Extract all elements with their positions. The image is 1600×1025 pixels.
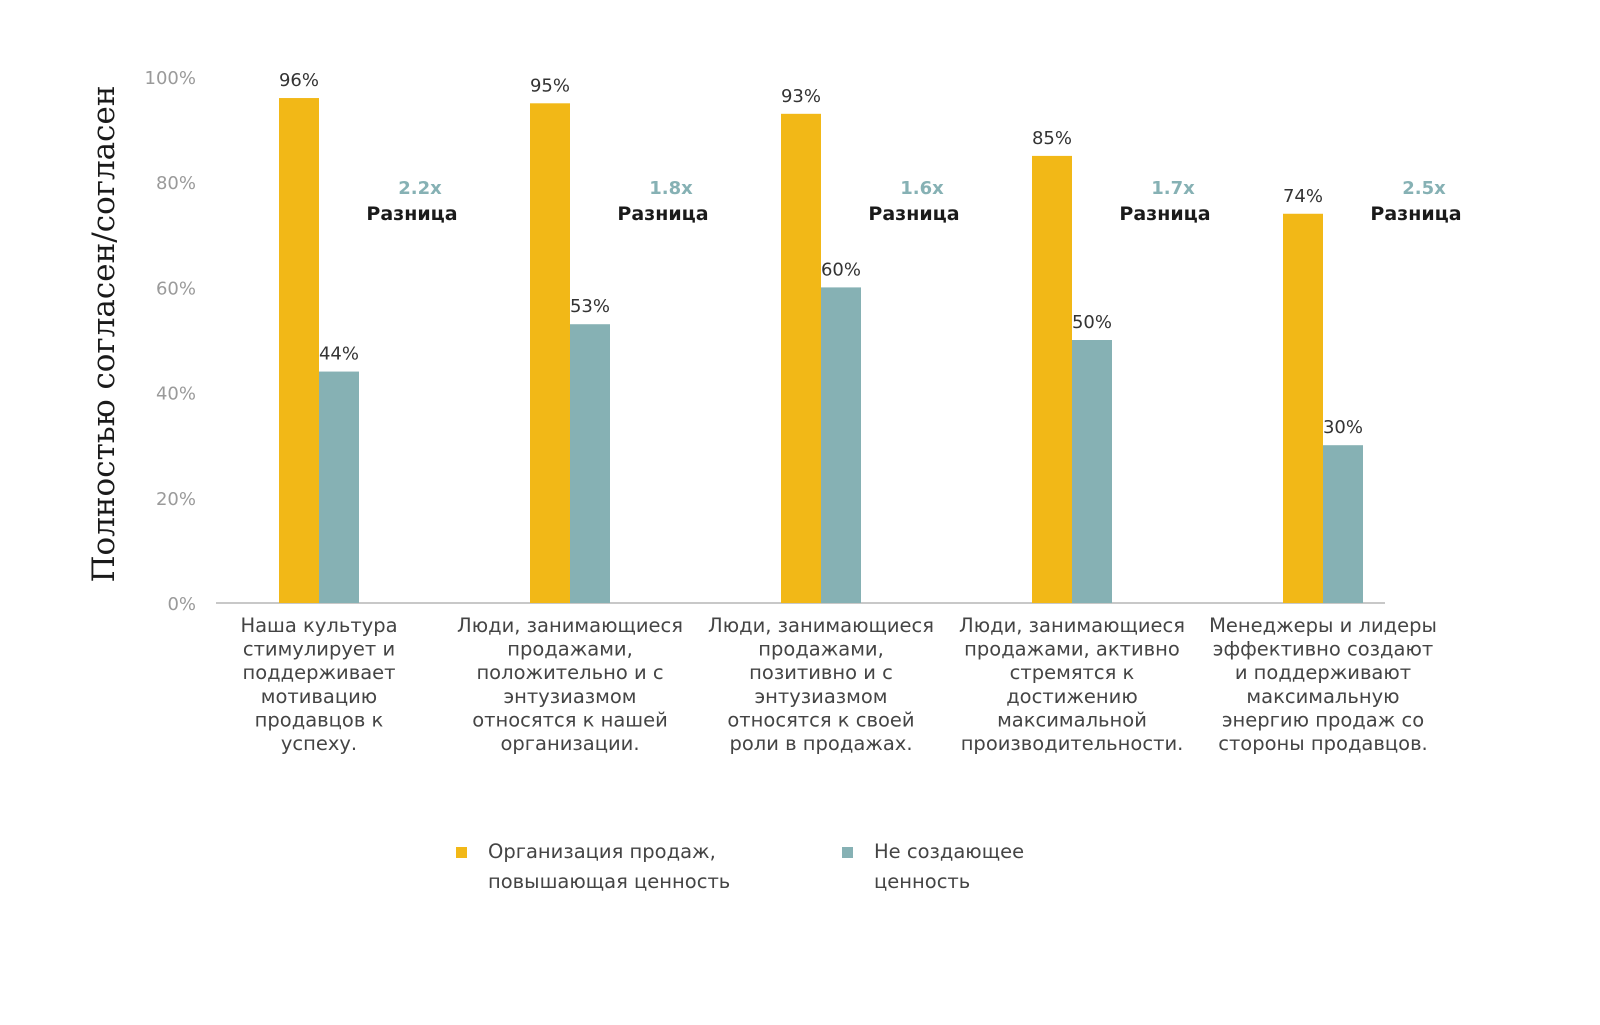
category-label-line: организации. (500, 732, 639, 755)
data-label: 50% (1072, 312, 1112, 333)
category-label-line: продажами, (507, 638, 633, 661)
legend-label: повышающая ценность (488, 870, 730, 893)
difference-multiplier: 1.6x (900, 178, 944, 199)
category-label-line: стремятся к (1010, 661, 1135, 684)
data-label: 85% (1032, 128, 1072, 149)
data-label: 93% (781, 86, 821, 107)
category-label-line: Люди, занимающиеся (457, 614, 683, 637)
category-label-line: достижению (1006, 685, 1138, 708)
category-label-line: Люди, занимающиеся (959, 614, 1185, 637)
y-tick-label: 80% (156, 173, 196, 194)
category-label-line: Люди, занимающиеся (708, 614, 934, 637)
category-label-line: мотивацию (261, 685, 377, 708)
bar-s1-g4 (1032, 155, 1072, 603)
data-label: 53% (570, 296, 610, 317)
data-label: 95% (530, 75, 570, 96)
difference-label: Разница (1370, 203, 1461, 225)
category-label-line: позитивно и с (749, 661, 893, 684)
category-label-line: энтузиазмом (754, 685, 887, 708)
bar-s2-g5 (1323, 445, 1363, 603)
y-tick-label: 0% (167, 594, 196, 615)
category-label-line: поддерживает (242, 661, 395, 684)
bar-s2-g1 (319, 371, 359, 603)
category-label-line: энтузиазмом (503, 685, 636, 708)
category-label-line: стимулирует и (243, 638, 395, 661)
category-label-line: Менеджеры и лидеры (1209, 614, 1437, 637)
category-label-line: и поддерживают (1235, 661, 1411, 684)
difference-label: Разница (366, 203, 457, 225)
category-label-line: Наша культура (240, 614, 397, 637)
bar-s1-g5 (1283, 213, 1323, 603)
category-label-line: продажами, (758, 638, 884, 661)
bar-s1-g3 (781, 113, 821, 603)
bar-s2-g3 (821, 287, 861, 603)
y-axis-title: Полностью согласен/согласен (86, 85, 122, 582)
data-label: 74% (1283, 186, 1323, 207)
bar-s1-g1 (279, 98, 319, 603)
data-label: 30% (1323, 417, 1363, 438)
bar-s2-g2 (570, 324, 610, 603)
data-label: 96% (279, 70, 319, 91)
difference-multiplier: 2.5x (1402, 178, 1446, 199)
data-label: 44% (319, 344, 359, 365)
legend-swatch-1 (456, 847, 467, 858)
category-label-line: производительности. (961, 732, 1184, 755)
difference-label: Разница (617, 203, 708, 225)
category-label-line: успеху. (281, 732, 357, 755)
category-label-line: относятся к своей (727, 708, 914, 731)
category-label-line: максимальную (1246, 685, 1399, 708)
difference-label: Разница (1119, 203, 1210, 225)
y-tick-label: 40% (156, 384, 196, 405)
legend-label: Не создающее (874, 840, 1024, 863)
category-label-line: роли в продажах. (729, 732, 912, 755)
category-label-line: продавцов к (255, 708, 384, 731)
bar-s1-g2 (530, 103, 570, 604)
bar-s2-g4 (1072, 340, 1112, 603)
legend-label: ценность (874, 870, 970, 893)
difference-multiplier: 1.8x (649, 178, 693, 199)
category-label-line: продажами, активно (964, 638, 1180, 661)
category-label-line: эффективно создают (1213, 638, 1433, 661)
category-label-line: максимальной (997, 708, 1147, 731)
category-label-line: положительно и с (476, 661, 663, 684)
data-label: 60% (821, 259, 861, 280)
legend-swatch-2 (842, 847, 853, 858)
category-label-line: энергию продаж со (1222, 708, 1424, 731)
y-tick-label: 100% (145, 68, 196, 89)
y-tick-label: 20% (156, 489, 196, 510)
difference-label: Разница (868, 203, 959, 225)
difference-multiplier: 1.7x (1151, 178, 1195, 199)
difference-multiplier: 2.2x (398, 178, 442, 199)
y-tick-label: 60% (156, 278, 196, 299)
category-label-line: стороны продавцов. (1218, 732, 1428, 755)
legend-label: Организация продаж, (488, 840, 716, 863)
category-label-line: относятся к нашей (472, 708, 668, 731)
